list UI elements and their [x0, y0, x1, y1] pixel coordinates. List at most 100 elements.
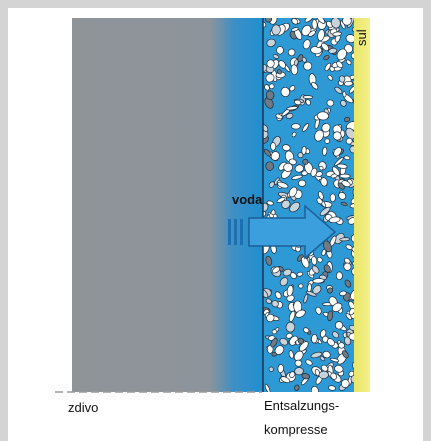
- pebble: [314, 368, 320, 377]
- pebble: [318, 370, 329, 380]
- pebble: [339, 173, 351, 179]
- pebble: [276, 196, 286, 204]
- pebble: [301, 56, 307, 63]
- pebble: [264, 97, 274, 109]
- pebble: [327, 287, 334, 294]
- pebble: [345, 59, 352, 65]
- pebble: [331, 302, 343, 312]
- pebble: [342, 91, 347, 98]
- pebble: [321, 123, 331, 133]
- pebble: [310, 385, 319, 392]
- compress-label-2: kompresse: [264, 422, 328, 437]
- pebble: [343, 80, 354, 87]
- pebble: [332, 331, 340, 339]
- pebble: [344, 336, 352, 346]
- pebble: [301, 145, 307, 155]
- pebble: [332, 31, 342, 37]
- pebble: [285, 321, 296, 333]
- pebble: [294, 359, 303, 367]
- pebble: [265, 161, 274, 171]
- pebble: [341, 379, 350, 389]
- pebble: [328, 385, 336, 391]
- pebble: [315, 306, 322, 315]
- pebble: [329, 193, 336, 203]
- pebble: [291, 18, 299, 25]
- pebble: [344, 257, 351, 264]
- pebble: [339, 290, 347, 297]
- pebble: [288, 186, 298, 198]
- pebble: [265, 90, 275, 100]
- pebble: [295, 309, 306, 318]
- pebble: [288, 350, 294, 359]
- pebble: [330, 357, 340, 363]
- pebble: [319, 355, 325, 362]
- pebble: [334, 321, 344, 330]
- pebble: [330, 18, 341, 29]
- pebble: [342, 18, 352, 26]
- pebble: [330, 372, 338, 380]
- water-label: voda: [232, 192, 263, 207]
- pebble: [317, 257, 323, 263]
- pebble: [317, 29, 325, 42]
- pebble: [316, 111, 329, 121]
- pebble: [328, 47, 338, 54]
- pebble: [289, 85, 296, 92]
- pebble: [334, 157, 344, 167]
- pebble: [276, 46, 284, 55]
- pebbles: [263, 18, 356, 392]
- pebble: [282, 268, 292, 277]
- pebble: [291, 174, 303, 180]
- pebble: [299, 341, 309, 352]
- salt-label: sul: [354, 29, 369, 46]
- pebble: [280, 86, 290, 98]
- pebble: [301, 256, 310, 269]
- pebble: [321, 364, 329, 372]
- pebble: [283, 162, 293, 172]
- pebble: [290, 64, 299, 76]
- pebble: [318, 165, 324, 171]
- pebble: [336, 163, 348, 169]
- pebble: [320, 177, 328, 187]
- pebble: [286, 106, 298, 111]
- pebble: [303, 293, 309, 304]
- pebble: [298, 179, 307, 187]
- pebble: [338, 342, 345, 349]
- pebble: [298, 283, 304, 289]
- pebble: [332, 131, 342, 141]
- pebble: [322, 350, 331, 359]
- pebble: [271, 329, 278, 335]
- pebble: [327, 310, 334, 322]
- water-arrow: [228, 204, 337, 260]
- pebble: [336, 61, 344, 69]
- pebble: [291, 131, 297, 138]
- pebble: [279, 277, 289, 287]
- salt-layer: [354, 18, 370, 392]
- pebble: [303, 61, 313, 71]
- pebble: [277, 364, 284, 374]
- pebble: [289, 371, 296, 378]
- pebble: [319, 329, 327, 338]
- pebble: [323, 55, 330, 61]
- pebble: [266, 313, 275, 323]
- pebble: [265, 255, 273, 266]
- pebble: [316, 18, 326, 24]
- pebble: [271, 300, 279, 308]
- pebble: [345, 127, 356, 140]
- pebble: [296, 271, 304, 277]
- pebble: [311, 265, 320, 274]
- pebble: [290, 123, 301, 130]
- pebble: [303, 327, 310, 334]
- pebble: [270, 142, 277, 151]
- pebble: [271, 24, 281, 36]
- pebble: [310, 351, 323, 359]
- pebble: [278, 60, 286, 69]
- pebble: [263, 148, 272, 157]
- pebble: [279, 338, 289, 346]
- pebble: [266, 59, 275, 68]
- pebble: [282, 144, 291, 152]
- pebble: [324, 138, 330, 144]
- pebble: [265, 298, 272, 304]
- pebble: [270, 337, 278, 348]
- pebble: [334, 364, 344, 373]
- pebble: [322, 146, 328, 156]
